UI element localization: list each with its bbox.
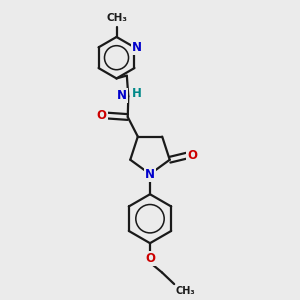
Text: N: N <box>117 88 127 102</box>
Text: N: N <box>132 41 142 54</box>
Text: O: O <box>145 252 155 265</box>
Text: O: O <box>97 109 107 122</box>
Text: N: N <box>145 168 155 181</box>
Text: O: O <box>187 149 197 162</box>
Text: H: H <box>132 87 142 100</box>
Text: CH₃: CH₃ <box>176 286 195 296</box>
Text: CH₃: CH₃ <box>106 13 127 23</box>
